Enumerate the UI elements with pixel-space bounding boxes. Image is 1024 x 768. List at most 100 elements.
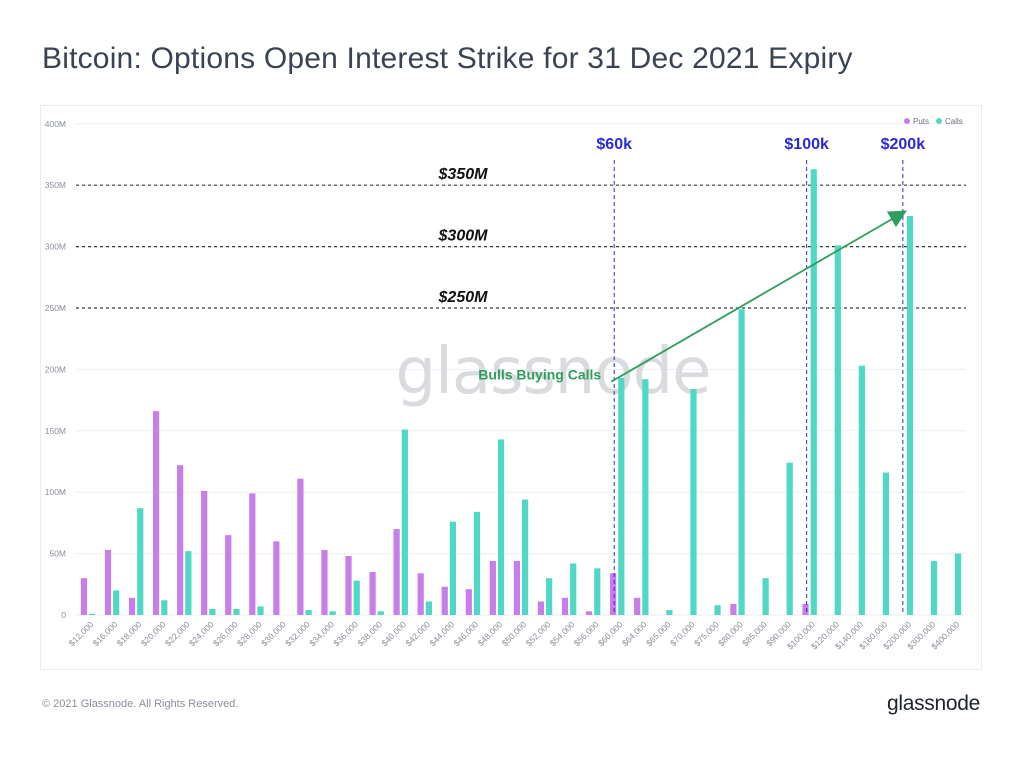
x-tick-label: $75,000 (692, 619, 721, 648)
puts-bar (417, 573, 424, 615)
puts-bar (345, 556, 352, 615)
strike-marker-label: $60k (596, 136, 632, 153)
calls-bar (618, 377, 625, 615)
calls-bar (954, 553, 962, 615)
calls-bar (906, 215, 914, 615)
calls-bar (377, 611, 384, 615)
x-tick-label: $48,000 (476, 619, 505, 648)
calls-bar (89, 613, 96, 615)
calls-bar (497, 439, 505, 615)
calls-bar (834, 245, 841, 615)
x-tick-label: $34,000 (307, 619, 336, 648)
calls-bar (161, 600, 168, 615)
calls-bar (425, 601, 432, 615)
puts-bar (201, 490, 208, 615)
options-oi-chart: 0 50M 100M 150M 200M 250M 300M 350M 400M glassnod… (45, 117, 966, 651)
calls-bar (642, 379, 649, 615)
x-tick-label: $32,000 (283, 619, 312, 648)
y-tick-label: 150M (45, 426, 66, 436)
x-tick-label: $38,000 (355, 619, 384, 648)
glassnode-logo: glassnode (886, 692, 980, 715)
calls-bar (882, 472, 890, 615)
threshold-label: $300M (438, 228, 489, 245)
y-tick-label: 50M (49, 549, 66, 559)
calls-bar (353, 580, 360, 615)
page-title: Bitcoin: Options Open Interest Strike fo… (42, 42, 853, 75)
puts-bar (610, 573, 617, 615)
puts-bar (369, 572, 376, 615)
x-tick-label: $26,000 (211, 619, 240, 648)
calls-bar (690, 389, 697, 615)
y-tick-label: 200M (45, 364, 66, 374)
puts-bar (513, 560, 520, 615)
calls-bar (570, 563, 577, 615)
calls-bar (305, 610, 312, 615)
strike-marker-label: $100k (784, 136, 829, 153)
puts-bar (152, 411, 160, 615)
calls-bar (329, 611, 336, 615)
calls-bar (738, 309, 745, 615)
calls-bar (113, 590, 120, 615)
calls-bar (522, 499, 529, 615)
x-tick-label: $70,000 (668, 619, 697, 648)
puts-bar (177, 465, 184, 615)
puts-bar (321, 549, 328, 615)
x-tick-label: $12,000 (67, 619, 96, 648)
calls-bar (473, 511, 481, 615)
calls-bar (786, 462, 793, 615)
x-tick-label: $30,000 (259, 619, 288, 648)
x-tick-label: $42,000 (403, 619, 432, 648)
x-tick-label: $64,000 (620, 619, 649, 648)
puts-bar (730, 603, 737, 615)
x-tick-label: $36,000 (331, 619, 360, 648)
y-tick-label: 350M (45, 180, 66, 190)
puts-bar (128, 597, 136, 615)
puts-bar (585, 611, 593, 615)
y-tick-label: 250M (45, 303, 66, 313)
puts-bar (634, 597, 641, 615)
puts-bar (225, 535, 232, 615)
puts-bar (273, 541, 280, 615)
x-tick-label: $85,000 (740, 619, 769, 648)
puts-bar (537, 601, 545, 615)
puts-bar (80, 578, 88, 615)
x-tick-label: $18,000 (115, 619, 144, 648)
x-tick-label: $16,000 (91, 619, 120, 648)
x-tick-label: $22,000 (163, 619, 192, 648)
puts-bar (802, 603, 809, 615)
chart-panel: 0 50M 100M 150M 200M 250M 300M 350M 400M glassnod… (40, 105, 982, 670)
strike-marker-label: $200k (881, 136, 926, 153)
x-tick-label: $60,000 (596, 619, 625, 648)
puts-bar (489, 560, 496, 615)
copyright-text: © 2021 Glassnode. All Rights Reserved. (42, 698, 239, 710)
x-tick-label: $46,000 (452, 619, 481, 648)
trend-arrow (610, 210, 907, 383)
calls-bar (858, 365, 865, 615)
puts-bar (297, 478, 304, 615)
threshold-label: $350M (438, 166, 489, 183)
threshold-label: $250M (438, 289, 489, 306)
x-tick-label: $44,000 (427, 619, 456, 648)
calls-bar (233, 608, 240, 615)
calls-bar (762, 578, 769, 615)
puts-bar (441, 586, 448, 615)
legend-puts-swatch (904, 118, 910, 124)
puts-bar (561, 597, 569, 615)
x-tick-label: $28,000 (235, 619, 264, 648)
calls-bar (401, 429, 408, 615)
calls-bar (209, 608, 216, 615)
x-tick-label: $52,000 (524, 619, 553, 648)
puts-bar (104, 549, 112, 615)
calls-bar (546, 578, 553, 615)
x-tick-label: $50,000 (500, 619, 529, 648)
calls-bar (449, 521, 457, 615)
calls-bar (594, 568, 601, 615)
x-tick-label: $40,000 (379, 619, 408, 648)
x-tick-label: $20,000 (139, 619, 168, 648)
calls-bar (930, 560, 938, 615)
x-tick-label: $24,000 (187, 619, 216, 648)
x-tick-label: $65,000 (644, 619, 673, 648)
legend-calls-label: Calls (945, 117, 963, 126)
x-tick-label: $56,000 (572, 619, 601, 648)
puts-bar (393, 529, 400, 615)
